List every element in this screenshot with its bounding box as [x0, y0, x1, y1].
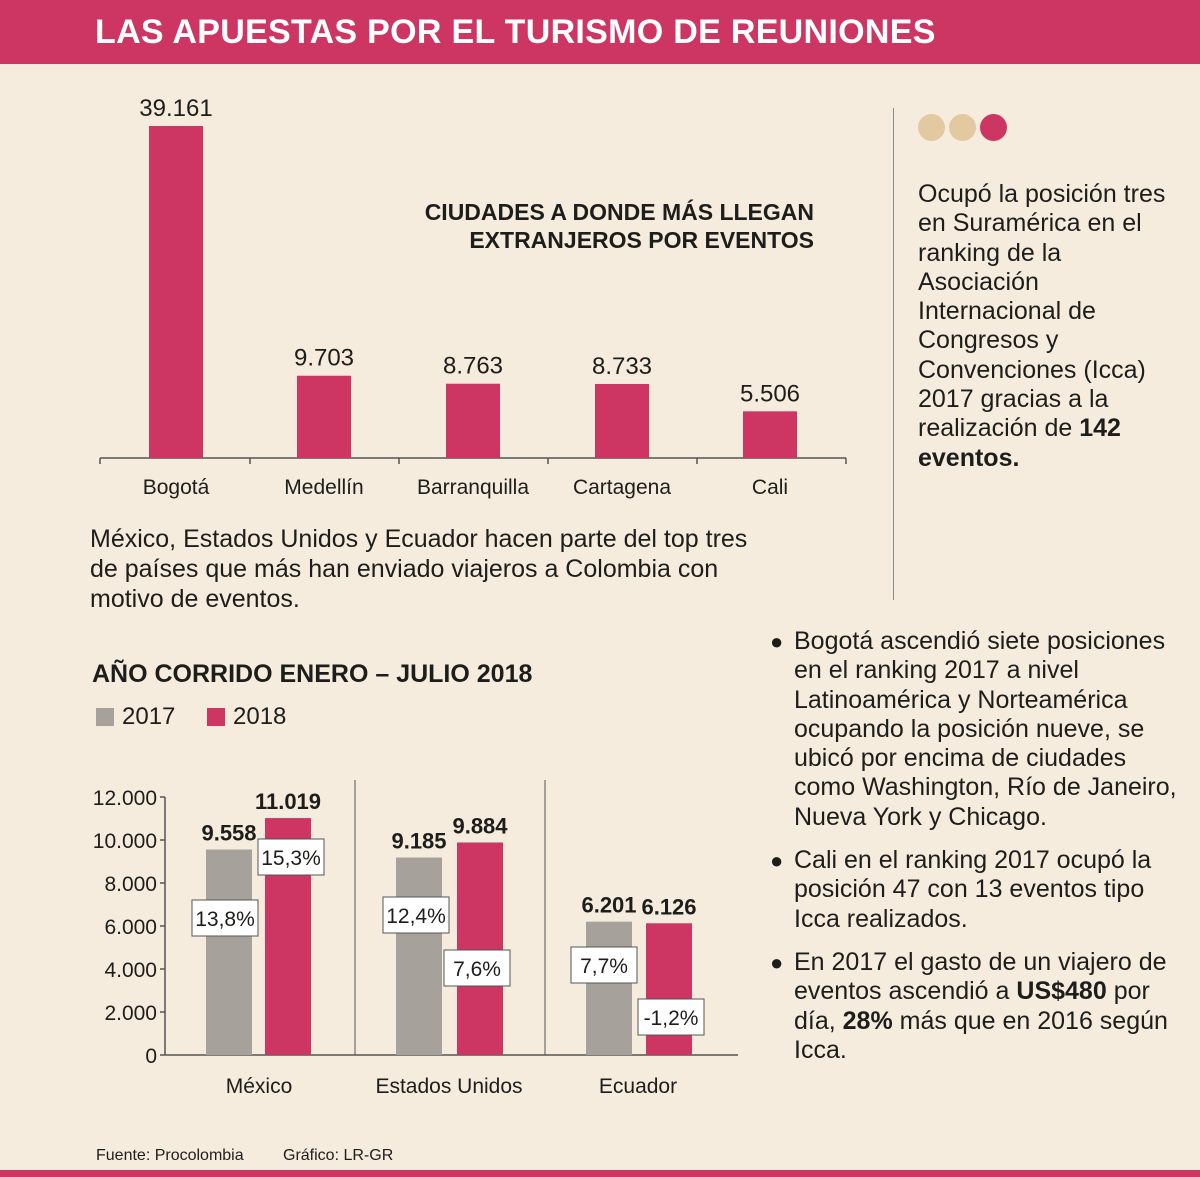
legend-label-2017: 2017	[122, 703, 176, 730]
header-bar: LAS APUESTAS POR EL TURISMO DE REUNIONES	[0, 0, 1200, 64]
footer-bar	[0, 1170, 1200, 1177]
source-note: Fuente: Procolombia	[96, 1147, 244, 1164]
bullet-icon: ●	[770, 629, 784, 654]
category-label: Barranquilla	[417, 476, 529, 499]
change-label: -1,2%	[644, 1007, 699, 1030]
category-label: México	[226, 1075, 293, 1098]
category-label: Estados Unidos	[375, 1075, 522, 1098]
bar-Cartagena	[595, 383, 649, 458]
data-label: 5.506	[740, 380, 800, 407]
y-tick-label: 0	[145, 1045, 157, 1068]
cities-bar-chart: 39.161 Bogotá 9.703 Medellín 8.763 Barranquil…	[99, 95, 847, 499]
countries-bar-chart: 0 2.000 4.000 6.000 8.000 10.000 12.000 9.558 13…	[93, 780, 738, 1098]
bullet-text: En 2017 el gasto de un viajero de evento…	[794, 947, 1168, 1064]
dot-icon	[949, 114, 976, 141]
data-label: 6.126	[641, 894, 696, 919]
data-label: 11.019	[255, 789, 321, 814]
legend-item-2018: 2018	[207, 703, 286, 731]
category-label: Medellín	[284, 476, 363, 499]
data-label: 39.161	[139, 95, 212, 122]
y-tick-label: 4.000	[104, 959, 157, 982]
data-label: 8.763	[443, 353, 503, 380]
bar-México-2017	[206, 849, 252, 1055]
y-tick-label: 6.000	[104, 916, 157, 939]
category-label: Cartagena	[573, 476, 671, 499]
bottom-chart-title: AÑO CORRIDO ENERO – JULIO 2018	[92, 660, 533, 688]
change-badge	[382, 896, 450, 934]
y-tick-label: 8.000	[104, 873, 157, 896]
bullet-text: Bogotá ascendió siete posiciones en el r…	[794, 627, 1177, 831]
dot-icon	[980, 114, 1007, 141]
data-label: 9.558	[201, 821, 256, 846]
column-divider	[893, 108, 894, 600]
bar-Estados Unidos-2018	[457, 842, 503, 1055]
legend-item-2017: 2017	[96, 703, 175, 731]
chart-caption: México, Estados Unidos y Ecuador hacen p…	[90, 525, 748, 613]
change-label: 13,8%	[195, 908, 255, 931]
bar-Bogotá	[149, 126, 203, 458]
y-tick-label: 2.000	[104, 1002, 157, 1025]
legend-label-2018: 2018	[233, 703, 287, 730]
category-label: Ecuador	[599, 1075, 677, 1098]
change-label: 15,3%	[261, 847, 321, 870]
bullet-item: ● Cali en el ranking 2017 ocupó la posic…	[770, 846, 1190, 934]
legend-swatch-2017	[96, 708, 114, 726]
side-note: Ocupó la posición tres en Suramérica en …	[918, 180, 1168, 473]
change-badge	[191, 899, 259, 937]
change-badge	[257, 838, 325, 876]
change-label: 12,4%	[386, 905, 446, 928]
data-label: 6.201	[581, 893, 636, 918]
side-note-highlight: 142 eventos.	[918, 414, 1121, 472]
bullet-list: ● Bogotá ascendió siete posiciones en el…	[770, 627, 1190, 1079]
bar-Ecuador-2017	[586, 921, 632, 1055]
y-tick-label: 12.000	[93, 787, 157, 810]
bar-Barranquilla	[446, 383, 500, 458]
bullet-icon: ●	[770, 848, 784, 874]
legend-swatch-2018	[207, 708, 225, 726]
dot-icon	[918, 114, 945, 141]
data-label: 9.703	[294, 345, 354, 372]
bullet-text: Cali en el ranking 2017 ocupó la posició…	[794, 846, 1152, 933]
change-label: 7,6%	[453, 958, 501, 981]
data-label: 9.185	[391, 829, 446, 854]
chart-title: CIUDADES A DONDE MÁS LLEGAN	[425, 198, 814, 225]
data-label: 9.884	[452, 813, 508, 838]
category-label: Cali	[752, 476, 788, 499]
change-label: 7,7%	[580, 955, 628, 978]
dots-decoration	[918, 114, 1007, 141]
bar-Medellín	[297, 375, 351, 458]
change-badge	[570, 946, 638, 984]
chart-title: EXTRANJEROS POR EVENTOS	[469, 227, 814, 253]
page-title: LAS APUESTAS POR EL TURISMO DE REUNIONES	[95, 13, 936, 51]
category-label: Bogotá	[143, 476, 210, 499]
bullet-icon: ●	[770, 949, 784, 975]
change-badge	[637, 998, 705, 1036]
y-tick-label: 10.000	[93, 830, 157, 853]
bullet-item: ● En 2017 el gasto de un viajero de even…	[770, 948, 1190, 1065]
bar-Cali	[743, 411, 797, 458]
change-badge	[443, 949, 511, 987]
bullet-item: ● Bogotá ascendió siete posiciones en el…	[770, 627, 1190, 832]
bar-Estados Unidos-2017	[396, 857, 442, 1055]
credit-note: Gráfico: LR-GR	[283, 1147, 394, 1164]
data-label: 8.733	[592, 353, 652, 380]
side-note-text: Ocupó la posición tres en Suramérica en …	[918, 180, 1166, 443]
